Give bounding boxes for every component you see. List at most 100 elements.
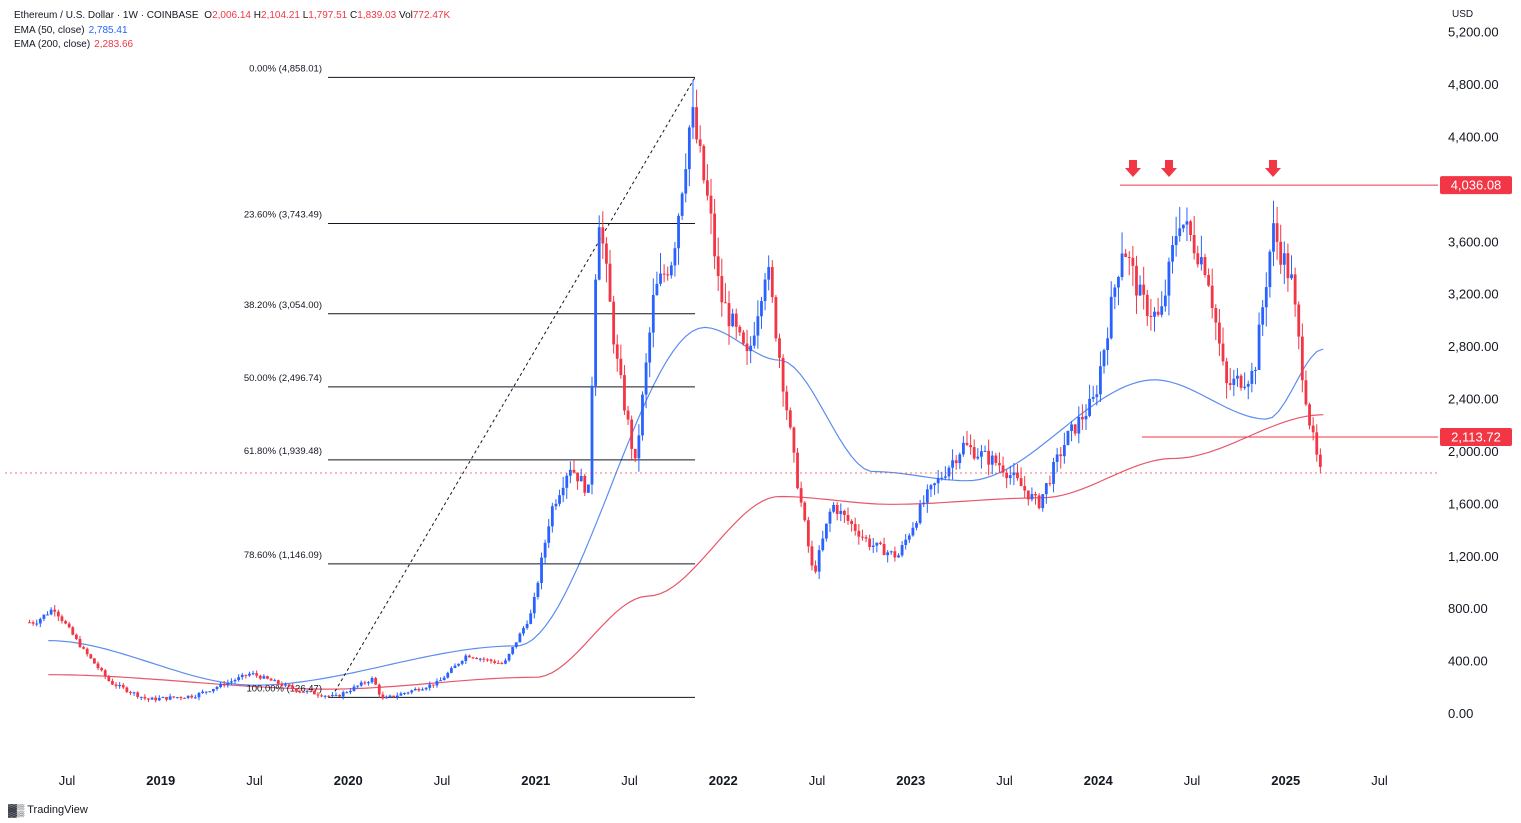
candle-body [190, 695, 194, 698]
candle-body [814, 565, 817, 572]
candle-body [1261, 307, 1265, 325]
fib-level-label: 78.60% (1,146.09) [244, 550, 322, 561]
candle-body [806, 520, 810, 547]
candle-body [262, 676, 266, 679]
candle-body [276, 680, 280, 684]
candle-body [410, 690, 414, 693]
candle-body [1080, 416, 1084, 420]
candle-body [161, 697, 165, 699]
price-tag[interactable] [1440, 176, 1512, 195]
candle-body [500, 662, 504, 664]
candle-body [1279, 241, 1283, 265]
candle-body [943, 476, 947, 478]
fibonacci-retracement[interactable]: 0.00% (4,858.01) 23.60% (3,743.49) 38.20% … [244, 63, 696, 698]
candle-body [824, 523, 828, 539]
candle-body [341, 692, 345, 697]
ema200-layer [48, 414, 1324, 690]
candle-body [413, 688, 417, 691]
candle-body [1268, 251, 1272, 288]
candle-body [60, 616, 64, 622]
candle-body [579, 475, 583, 482]
candle-body [85, 648, 89, 655]
candle-body [907, 535, 911, 540]
candle-body [56, 611, 60, 617]
candle-body [468, 655, 471, 658]
symbol-title[interactable]: Ethereum / U.S. Dollar · 1W · COINBASE [14, 10, 199, 21]
ema200-line[interactable] [48, 414, 1324, 690]
candle-body [1059, 454, 1063, 457]
candle-body [778, 338, 781, 358]
price-tick-label: 2,800.00 [1448, 339, 1499, 354]
ema50-layer [48, 326, 1324, 686]
candle-body [1304, 380, 1308, 405]
tradingview-brand[interactable]: ▓▒ TradingView [8, 803, 88, 817]
price-tick-label: 0.00 [1448, 706, 1473, 721]
candle-body [35, 623, 39, 625]
ema200-label[interactable]: EMA (200, close) [14, 39, 91, 50]
candle-body [633, 448, 637, 459]
price-tick-label: 3,200.00 [1448, 287, 1499, 302]
candle-body [363, 682, 367, 684]
candle-body [1048, 483, 1052, 485]
candle-body [810, 546, 814, 566]
candle-body [558, 495, 561, 504]
tradingview-logo-icon: ▓▒ [8, 803, 24, 817]
top-marker-arrow-icon [1161, 160, 1177, 177]
candle-body [1246, 383, 1250, 387]
candle-body [1311, 425, 1315, 433]
chart-legend: Ethereum / U.S. Dollar · 1W · COINBASE O… [14, 9, 450, 53]
candle-body [709, 195, 713, 214]
candle-body [749, 345, 753, 352]
candle-body [305, 691, 309, 693]
price-axis[interactable]: 0.00 400.00 800.00 1,200.00 1,600.00 2,000.00… [1448, 25, 1499, 721]
horizontal-levels[interactable]: 4,036.08 2,113.72 [5, 160, 1512, 474]
candle-body [684, 169, 688, 194]
candle-body [756, 316, 760, 336]
candle-body [716, 256, 720, 277]
time-axis[interactable]: Jul 2019 Jul 2020 Jul 2021 Jul 2022 Jul 2023 Jul 20… [59, 773, 1388, 788]
candle-body [738, 326, 742, 333]
candle-body [1088, 398, 1091, 416]
candle-body [1203, 257, 1207, 276]
candle-body [1073, 424, 1077, 434]
candle-body [900, 545, 904, 556]
candle-body [1016, 472, 1019, 479]
candle-body [244, 674, 248, 676]
candle-body [150, 697, 154, 700]
candle-body [385, 696, 388, 699]
candle-body [1041, 494, 1045, 509]
candle-body [248, 673, 251, 676]
ema50-line[interactable] [48, 326, 1324, 686]
candle-body [1318, 454, 1322, 467]
candle-body [1008, 475, 1012, 479]
candle-body [1275, 223, 1279, 242]
ema50-value: 2,785.41 [88, 24, 128, 36]
candle-body [547, 526, 551, 543]
candle-body [449, 668, 453, 673]
candle-body [677, 215, 680, 249]
candle-body [193, 697, 197, 699]
candle-body [1192, 235, 1196, 254]
fib-trend-line[interactable] [334, 77, 696, 692]
candle-body [752, 335, 756, 346]
price-tick-label: 1,200.00 [1448, 549, 1499, 564]
candle-body [925, 489, 929, 503]
candle-body [349, 690, 352, 693]
candle-body [96, 663, 100, 669]
candle-body [958, 454, 962, 464]
candle-body [1297, 304, 1301, 337]
price-tag[interactable] [1440, 428, 1512, 447]
time-tick-label: Jul [1371, 773, 1388, 788]
ema50-label[interactable]: EMA (50, close) [14, 24, 85, 36]
candle-body [352, 686, 356, 691]
candle-body [172, 696, 176, 698]
candle-body [1293, 274, 1297, 305]
candle-body [734, 313, 738, 327]
candle-body [594, 279, 598, 386]
time-tick-label: Jul [434, 773, 451, 788]
time-tick-label: Jul [1184, 773, 1201, 788]
candle-body [226, 682, 230, 686]
candle-body [1254, 369, 1257, 371]
candle-body [125, 687, 129, 692]
